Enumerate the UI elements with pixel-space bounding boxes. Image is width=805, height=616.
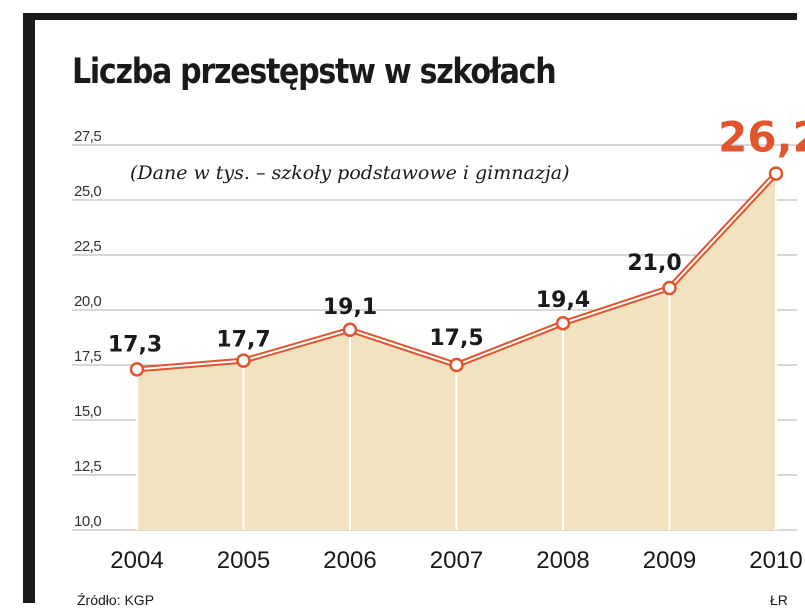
data-label: 17,3 [108, 332, 162, 357]
y-tick-label: 12,5 [74, 458, 101, 475]
data-label: 17,5 [429, 326, 483, 351]
data-label: 21,0 [627, 251, 681, 276]
y-tick-label: 15,0 [74, 403, 101, 420]
y-tick-label: 10,0 [74, 513, 101, 530]
source-note: Źródło: KGP [77, 592, 155, 608]
x-tick-label: 2006 [323, 547, 376, 574]
data-label: 19,1 [323, 295, 377, 320]
author-credit: ŁR [770, 592, 788, 608]
data-label: 17,7 [216, 328, 270, 353]
x-tick-label: 2005 [217, 547, 270, 574]
data-point [768, 166, 784, 181]
chart-title: Liczba przestępstw w szkołach [72, 52, 557, 92]
data-point [662, 280, 677, 296]
y-tick-label: 17,5 [74, 348, 101, 365]
chart-subtitle: (Dane w tys. – szkoły podstawowe i gimna… [130, 162, 570, 184]
data-point [555, 315, 571, 331]
y-tick-label: 27,5 [74, 128, 101, 145]
label-layer: 17,3 17,7 19,1 17,5 19,4 21,0 26,2 2004 2005 2006… [108, 113, 805, 574]
x-tick-label: 2009 [643, 547, 696, 574]
vline-layer [136, 173, 777, 530]
data-point [342, 322, 358, 338]
x-tick-label: 2004 [110, 547, 163, 574]
frame-left-bar [23, 13, 35, 603]
fill-layer [137, 173, 776, 530]
frame-top-bar [23, 13, 797, 20]
x-tick-label: 2007 [430, 547, 483, 574]
y-tick-label: 20,0 [74, 293, 101, 310]
data-point [449, 357, 464, 373]
x-tick-label: 2010 [749, 547, 802, 574]
line-layer [129, 166, 784, 377]
data-point [129, 362, 145, 377]
data-label: 19,4 [536, 288, 590, 313]
highlight-value-label: 26,2 [718, 113, 805, 162]
y-tick-label: 25,0 [74, 183, 101, 200]
data-point [236, 353, 251, 368]
x-tick-label: 2008 [536, 547, 589, 574]
area-fill [137, 173, 776, 530]
y-tick-label: 22,5 [74, 238, 101, 255]
